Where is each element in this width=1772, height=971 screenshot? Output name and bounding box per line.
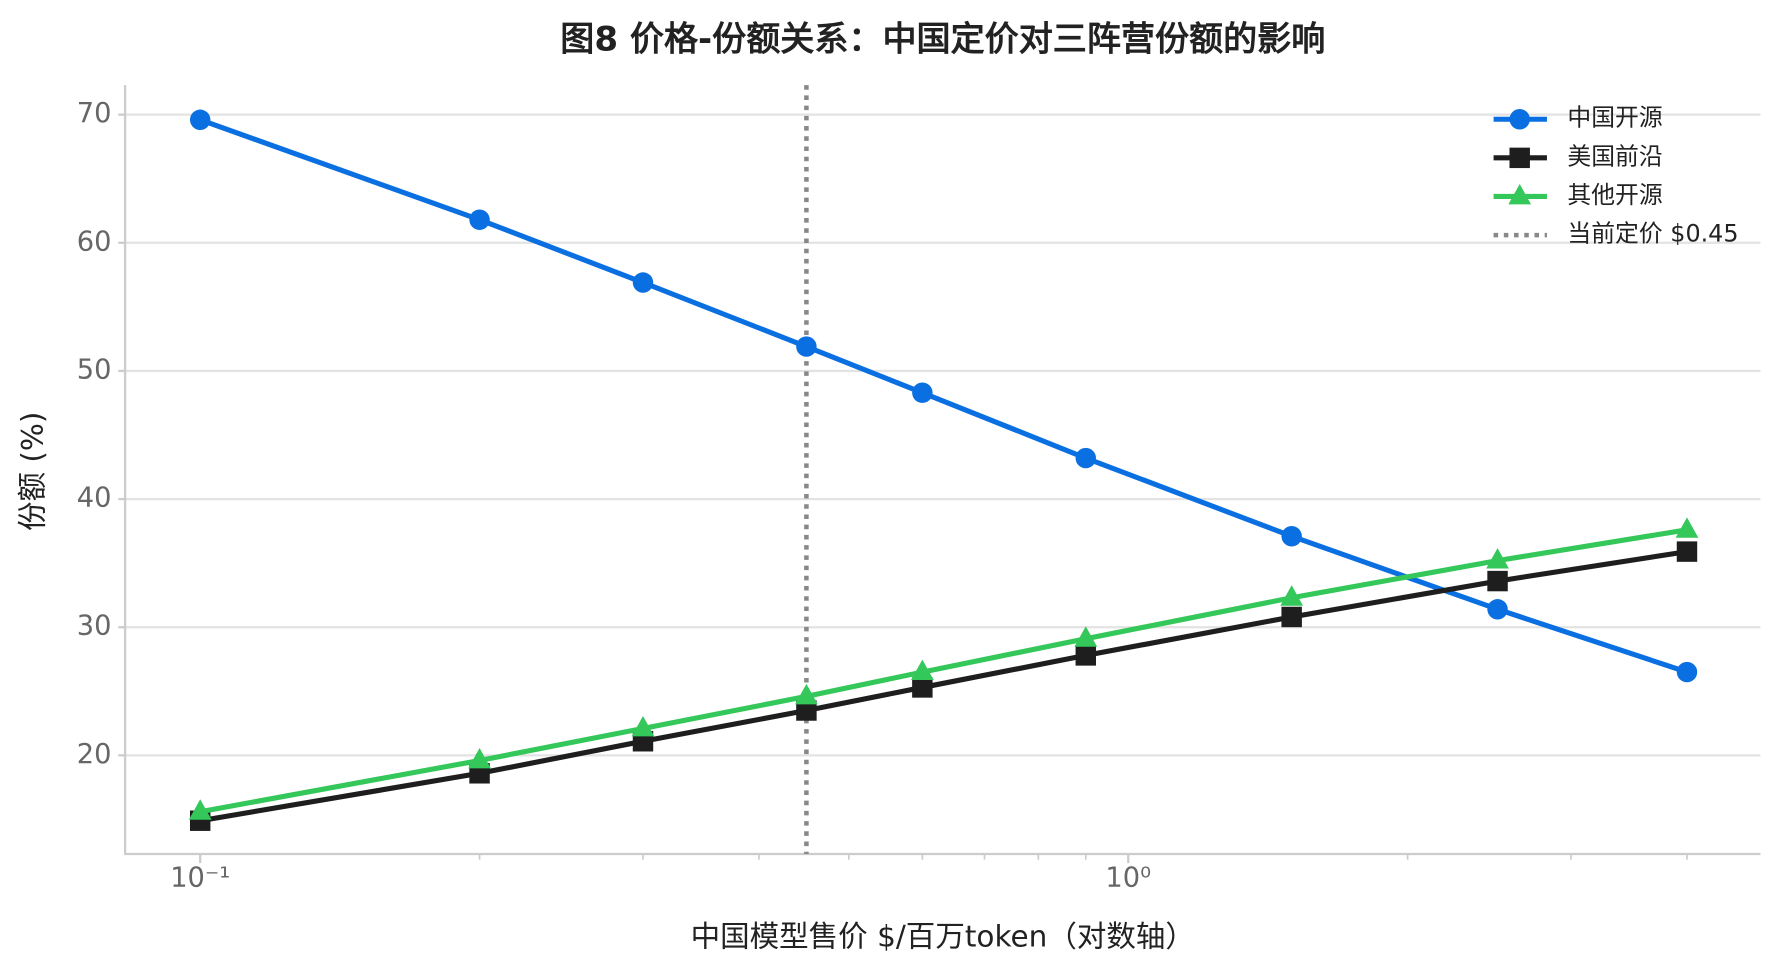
data-point (188, 799, 212, 820)
data-point (1074, 626, 1098, 647)
data-point (911, 659, 934, 681)
data-point (469, 209, 490, 230)
data-point (1676, 661, 1698, 683)
data-point (912, 677, 933, 698)
legend-marker (1508, 183, 1532, 205)
data-point (1487, 599, 1508, 620)
legend-label: 美国前沿 (1567, 142, 1662, 170)
data-point (1075, 447, 1097, 469)
data-point (1486, 548, 1509, 569)
chart-title: 图8 价格-份额关系：中国定价对三阵营份额的影响 (560, 19, 1325, 59)
series-line (199, 527, 1688, 815)
axis-spines (123, 85, 1761, 856)
data-point (1281, 526, 1302, 547)
y-tick-label: 30 (77, 611, 112, 642)
data-point (631, 715, 655, 737)
data-point (1487, 570, 1508, 592)
data-point (795, 683, 818, 705)
data-point (1075, 645, 1097, 666)
legend-marker (1509, 109, 1530, 130)
data-point (468, 747, 491, 769)
data-point (1675, 517, 1699, 538)
data-point (189, 109, 211, 130)
y-tick-label: 60 (77, 226, 112, 257)
series-line (199, 549, 1688, 824)
x-axis-label: 中国模型售价 $/百万token（对数轴） (691, 920, 1195, 954)
data-point (1281, 606, 1302, 628)
data-point (796, 700, 817, 721)
legend-label: 当前定价 $0.45 (1567, 220, 1738, 248)
data-point (1676, 541, 1698, 562)
data-point (1280, 585, 1304, 606)
x-tick-label: 10⁻¹ (170, 863, 230, 894)
y-tick-label: 50 (77, 354, 112, 385)
x-tick-label: 10⁰ (1105, 863, 1151, 894)
legend-label: 其他开源 (1567, 181, 1662, 209)
data-point (796, 336, 817, 357)
y-tick-label: 40 (77, 483, 112, 514)
y-tick-label: 70 (77, 98, 112, 129)
y-axis-label: 份额 (%) (16, 412, 50, 532)
data-point (632, 272, 654, 293)
data-point (912, 382, 933, 403)
legend-marker (1509, 147, 1530, 169)
legend-label: 中国开源 (1567, 104, 1662, 132)
y-tick-label: 20 (77, 739, 112, 770)
